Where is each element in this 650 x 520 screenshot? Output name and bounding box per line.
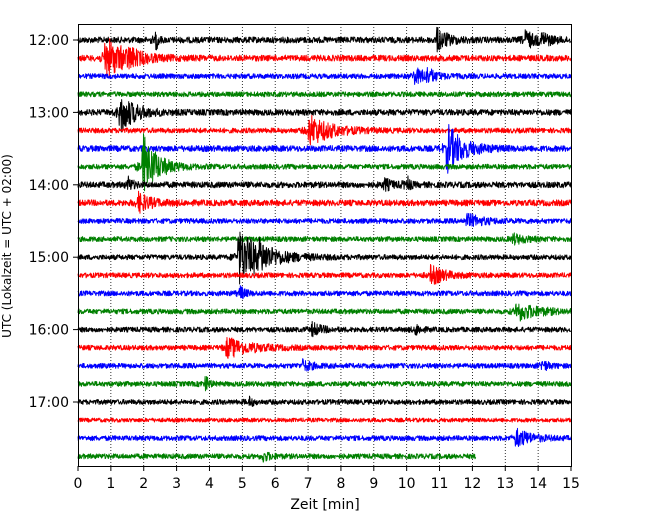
- trace-1700: [77, 395, 572, 407]
- plot-frame: [78, 24, 572, 467]
- x-tick-label: 11: [431, 476, 449, 492]
- y-tick-label: 13:00: [29, 105, 69, 121]
- x-tick-label: 13: [496, 476, 514, 492]
- trace-1730: [77, 427, 572, 448]
- trace-1645: [77, 375, 572, 392]
- trace-1230: [77, 66, 572, 85]
- trace-1515: [77, 264, 572, 285]
- trace-1415: [77, 190, 572, 214]
- y-tick-label: 14:00: [29, 178, 69, 194]
- x-tick-label: 7: [304, 476, 313, 492]
- x-tick-label: 2: [139, 476, 148, 492]
- x-tick-label: 3: [172, 476, 181, 492]
- x-tick-label: 0: [74, 476, 83, 492]
- trace-1745: [77, 451, 477, 463]
- x-axis-ticks: 0 1 2 3 4 5 6 7 8 9 10 11 12 13 14 15: [74, 466, 580, 492]
- y-tick-label: 15:00: [29, 250, 69, 266]
- x-tick-label: 5: [238, 476, 247, 492]
- seismic-traces: [77, 26, 572, 463]
- x-tick-label: 6: [271, 476, 280, 492]
- trace-1245: [77, 91, 572, 98]
- x-tick-label: 9: [369, 476, 378, 492]
- trace-1430: [77, 212, 572, 227]
- trace-1345: [77, 133, 572, 192]
- x-tick-label: 1: [106, 476, 115, 492]
- y-axis-ticks: 12:00 13:00 14:00 15:00 16:00 17:00: [29, 33, 78, 411]
- trace-1215: [77, 38, 572, 78]
- y-tick-label: 16:00: [29, 323, 69, 339]
- x-tick-label: 8: [336, 476, 345, 492]
- trace-1715: [77, 417, 572, 423]
- trace-1545: [77, 303, 572, 322]
- trace-1630: [77, 358, 572, 372]
- trace-1500: [77, 231, 572, 285]
- y-tick-label: 17:00: [29, 395, 69, 411]
- trace-1315: [77, 114, 572, 146]
- x-tick-label: 14: [529, 476, 547, 492]
- trace-1445: [77, 232, 572, 246]
- trace-1615: [77, 337, 572, 359]
- trace-1200: [77, 26, 572, 53]
- trace-1530: [77, 285, 572, 300]
- trace-1600: [77, 321, 572, 338]
- trace-1330: [77, 123, 572, 174]
- x-tick-label: 4: [205, 476, 214, 492]
- y-axis-label: UTC (Lokalzeit = UTC + 02:00): [0, 154, 14, 338]
- y-tick-label: 12:00: [29, 33, 69, 49]
- trace-1300: [77, 99, 572, 133]
- x-axis-label: Zeit [min]: [290, 497, 359, 513]
- x-tick-label: 12: [463, 476, 481, 492]
- trace-1400: [77, 175, 572, 192]
- x-tick-label: 10: [398, 476, 416, 492]
- x-tick-label: 15: [562, 476, 580, 492]
